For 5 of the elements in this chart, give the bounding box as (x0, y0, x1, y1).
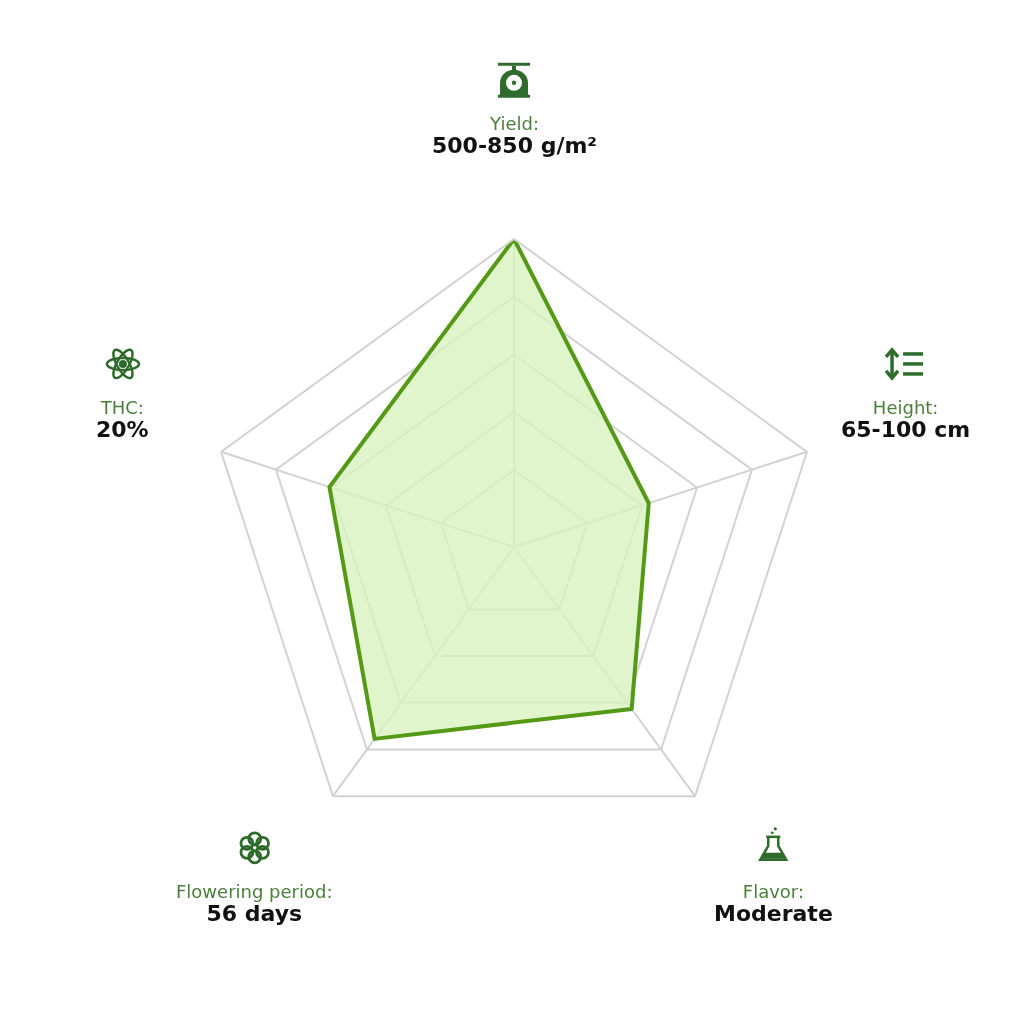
spoke-label: THC: 20% (96, 397, 149, 443)
spoke-label: Flavor: Moderate (714, 881, 833, 927)
spoke-label: Yield: 500-850 g/m² (432, 113, 597, 159)
spoke-label: Height: 65-100 cm (841, 397, 971, 443)
spoke-label: Flowering period: 56 days (176, 881, 333, 927)
